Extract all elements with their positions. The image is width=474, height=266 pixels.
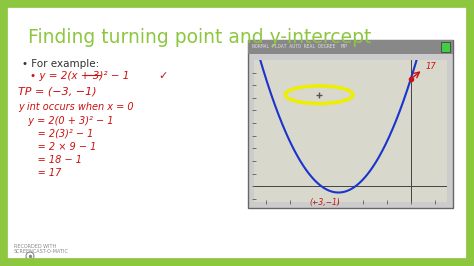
Text: y int occurs when x = 0: y int occurs when x = 0 [18,102,134,112]
Text: • For example:: • For example: [22,59,99,69]
Text: y = 2(0 + 3)² − 1: y = 2(0 + 3)² − 1 [22,116,113,126]
Text: • y = 2(x + 3)² − 1: • y = 2(x + 3)² − 1 [30,71,129,81]
Text: = 2 × 9 − 1: = 2 × 9 − 1 [22,142,96,152]
Text: TP = (−3, −1): TP = (−3, −1) [18,86,97,96]
Text: = 2(3)² − 1: = 2(3)² − 1 [22,129,93,139]
Text: 17: 17 [425,62,436,71]
Text: ✓: ✓ [158,71,167,81]
Text: = 17: = 17 [22,168,61,178]
FancyBboxPatch shape [441,42,450,52]
Text: = 18 − 1: = 18 − 1 [22,155,82,165]
FancyBboxPatch shape [254,60,447,202]
FancyBboxPatch shape [248,40,453,208]
Text: RECORDED WITH: RECORDED WITH [14,244,56,249]
Text: (−3,−1): (−3,−1) [310,198,340,207]
Text: NORMAL FLOAT AUTO REAL DEGREE  MP: NORMAL FLOAT AUTO REAL DEGREE MP [252,44,347,49]
FancyBboxPatch shape [248,40,453,54]
Text: SCREENCAST-O-MATIC: SCREENCAST-O-MATIC [14,249,69,254]
Text: Finding turning point and y-intercept: Finding turning point and y-intercept [28,28,371,47]
